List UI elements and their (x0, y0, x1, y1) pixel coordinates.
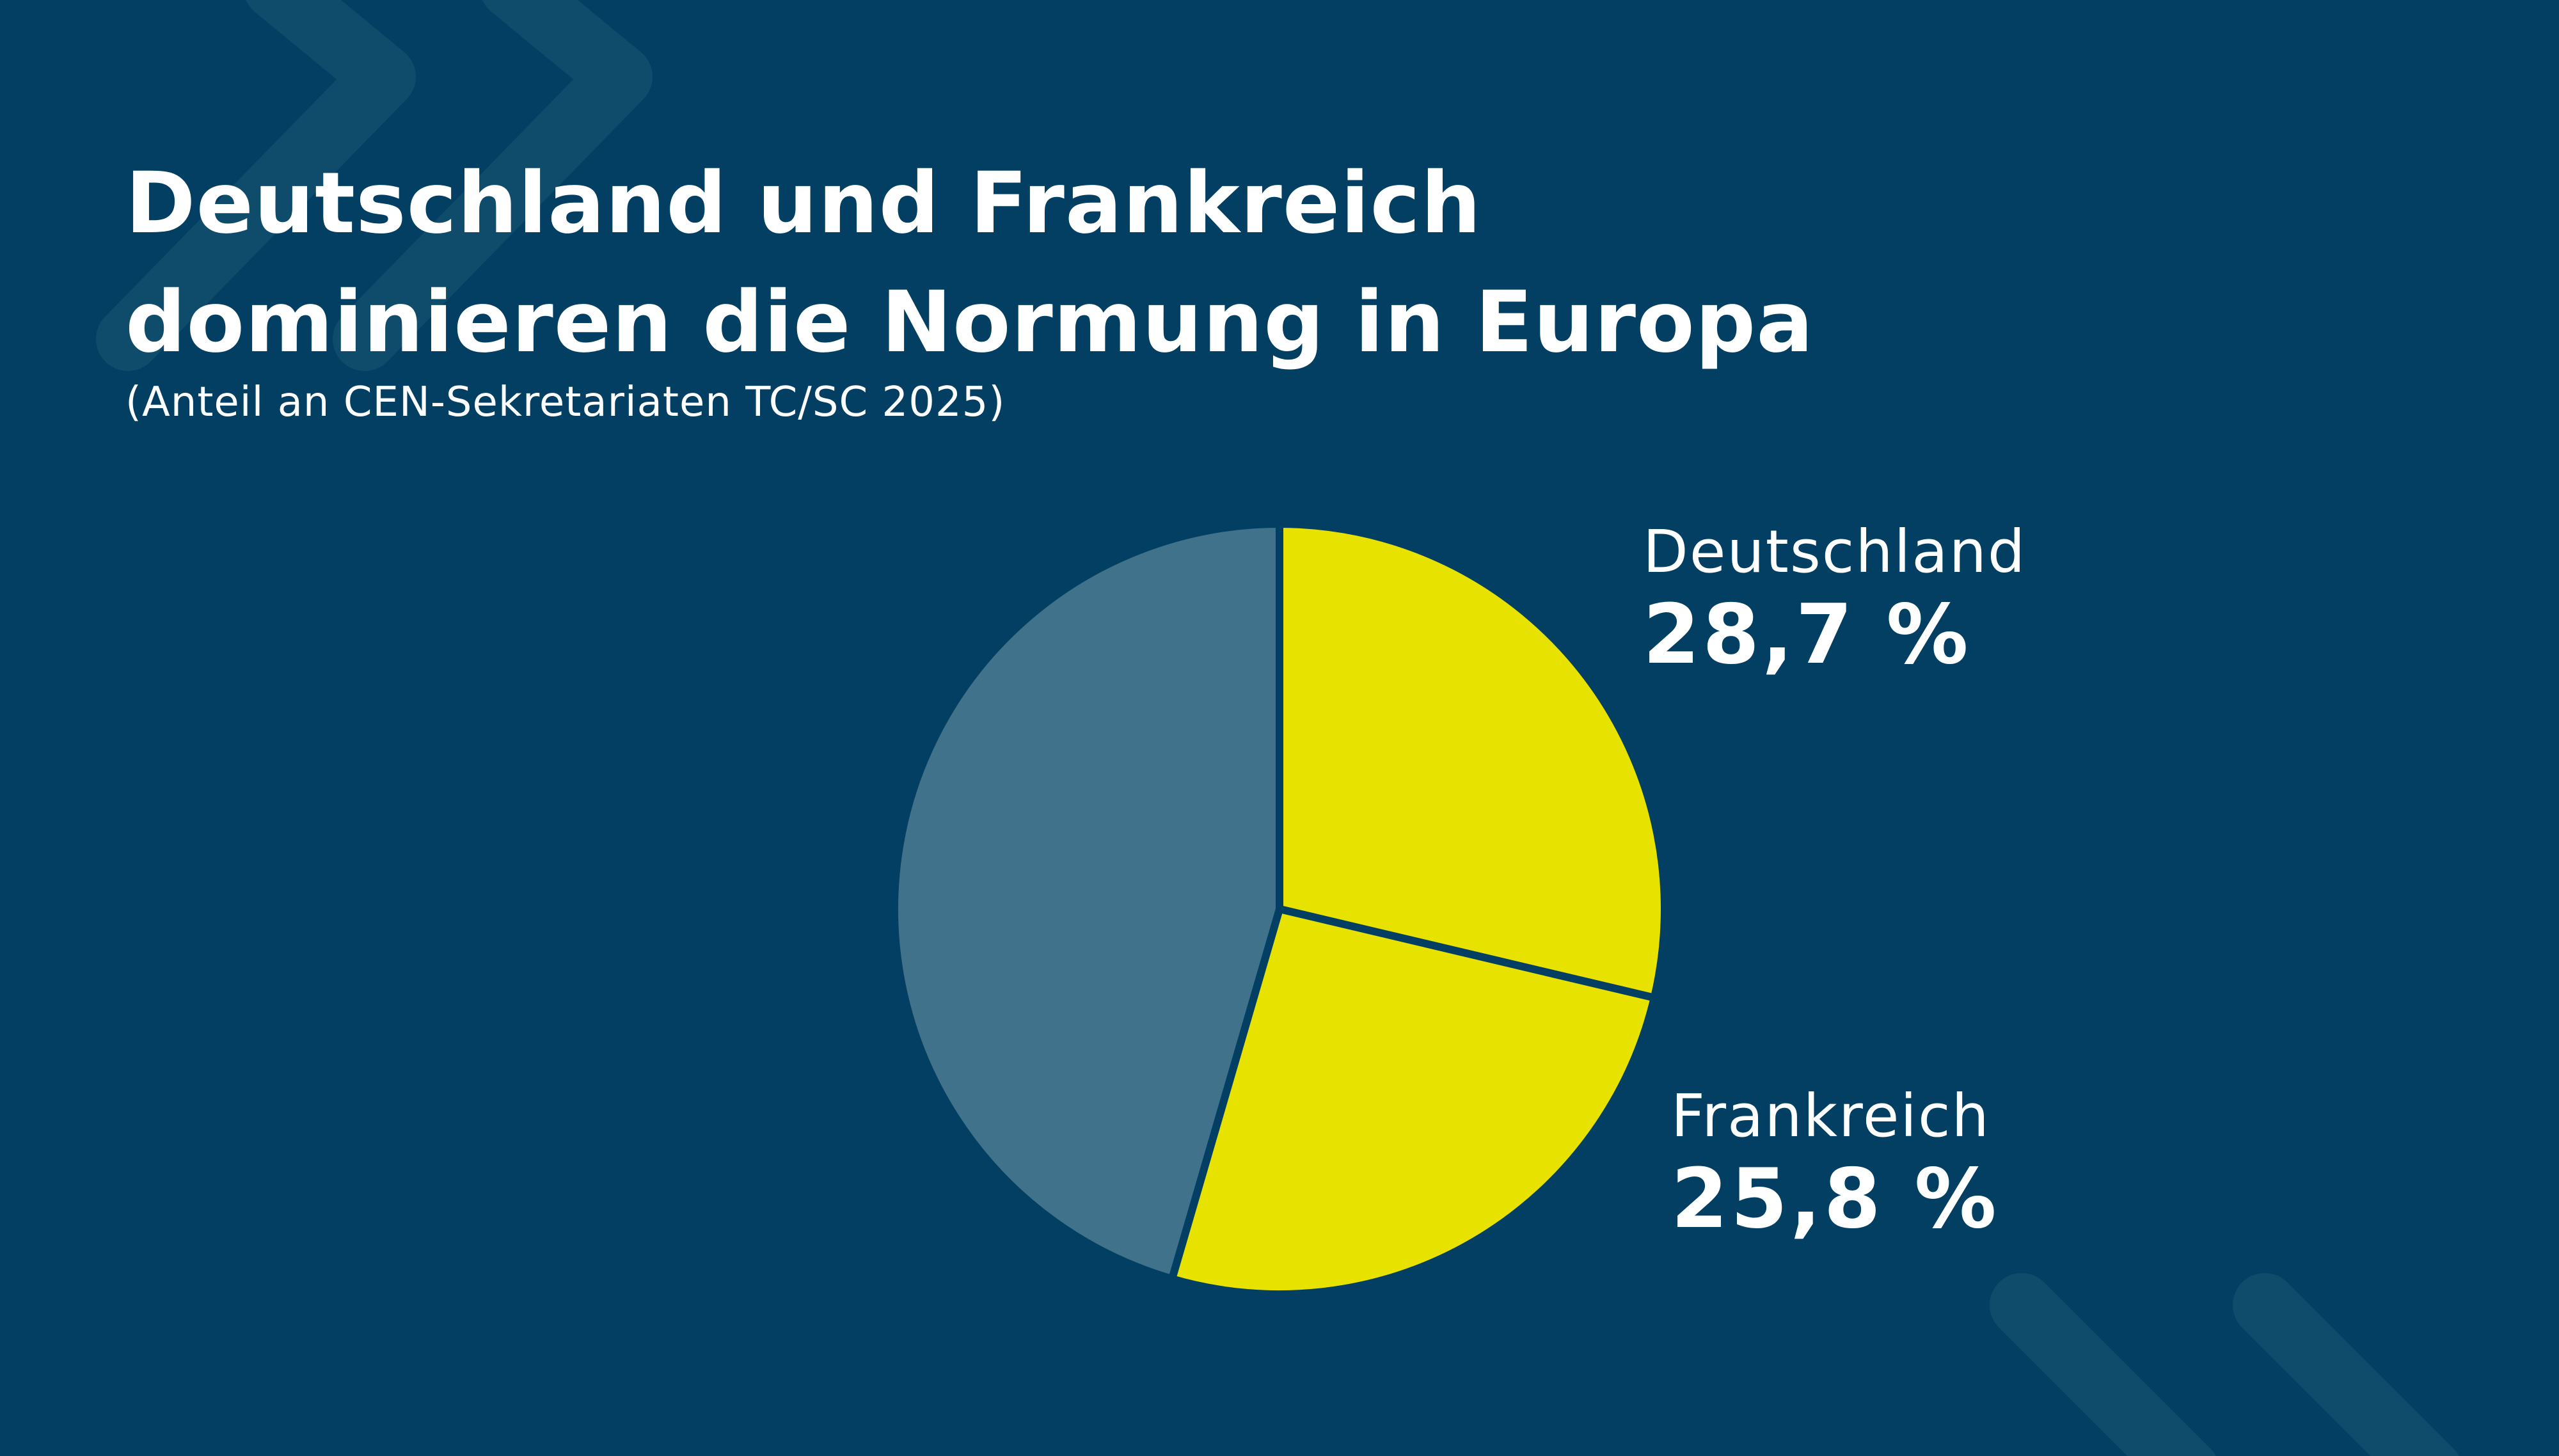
chart-title: Deutschland und Frankreich dominieren die… (125, 144, 1814, 382)
slice-label-frankreich: Frankreich (1671, 1082, 1990, 1150)
slice-value-frankreich: 25,8 % (1671, 1151, 1999, 1247)
chevron-top-left-2 (333, 0, 653, 371)
label-deutschland: Deutschland 28,7 % (1643, 517, 2026, 683)
title-line-2: dominieren die Normung in Europa (125, 273, 1814, 372)
pie-slice-rest (891, 520, 1283, 1283)
slice-label-deutschland: Deutschland (1643, 518, 2027, 586)
label-frankreich: Frankreich 25,8 % (1671, 1081, 1999, 1247)
pie-slice-deutschland (1276, 520, 1669, 1002)
title-line-1: Deutschland und Frankreich (125, 154, 1482, 253)
pie-slice-frankreich (1168, 905, 1658, 1298)
slice-value-deutschland: 28,7 % (1643, 587, 1971, 683)
chevron-top-left-1 (96, 0, 416, 371)
chart-subtitle: (Anteil an CEN-Sekretariaten TC/SC 2025) (125, 379, 1006, 426)
chevron-bottom-right-2 (2233, 1273, 2459, 1456)
chevron-bottom-right-1 (1990, 1273, 2216, 1456)
